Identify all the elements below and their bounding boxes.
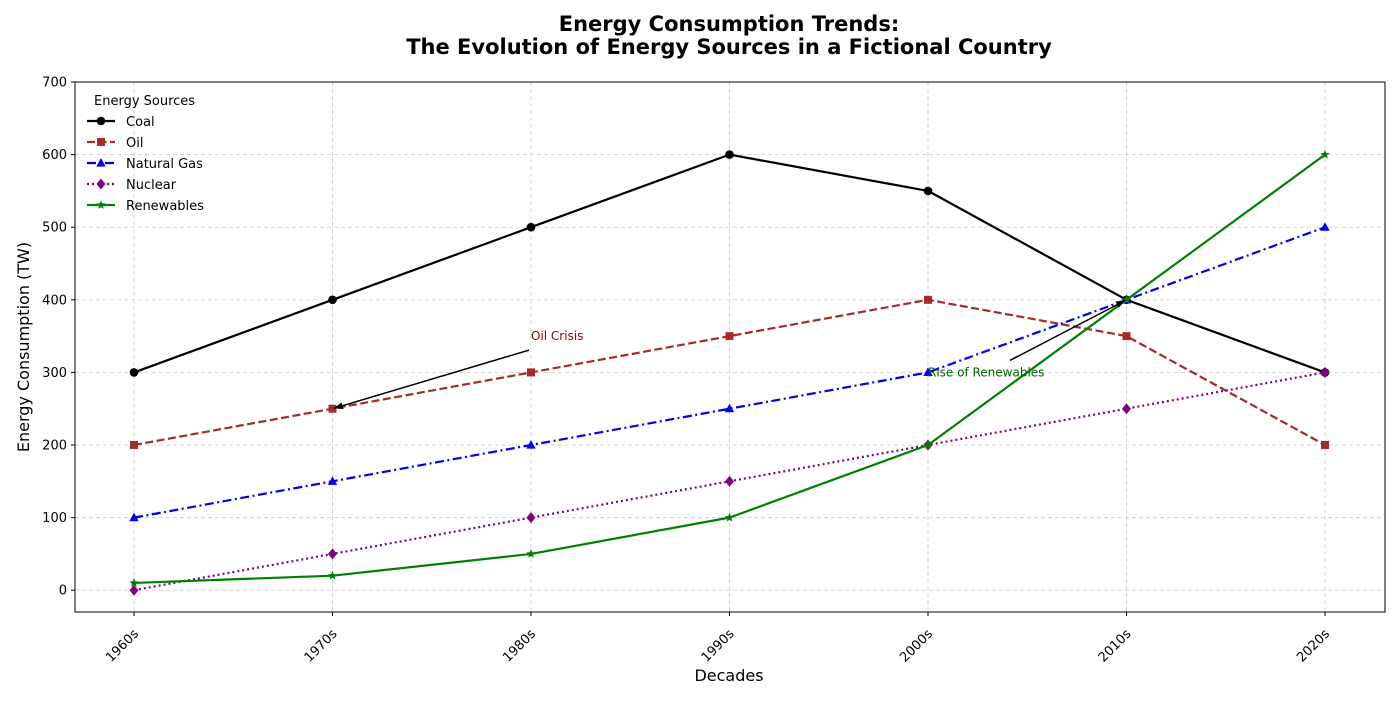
legend-marker-oil	[97, 138, 105, 146]
data-point-natural-gas	[327, 476, 338, 485]
chart-title: Energy Consumption Trends:	[559, 12, 900, 36]
data-point-renewables	[526, 549, 536, 558]
x-tick-label: 1960s	[103, 627, 142, 666]
data-point-oil	[924, 295, 932, 304]
legend-item-nuclear: Nuclear	[87, 178, 177, 193]
data-series	[129, 149, 1330, 596]
x-tick-label: 2000s	[897, 627, 936, 666]
grid-lines	[75, 81, 1385, 612]
legend-marker-renewables	[96, 200, 106, 209]
data-point-renewables	[129, 578, 139, 587]
data-point-oil	[130, 441, 138, 450]
annotation-rise-of-renewables: Rise of Renewables	[928, 365, 1044, 379]
data-point-renewables	[923, 440, 933, 449]
y-tick-label: 700	[42, 76, 67, 91]
plot-frame	[74, 81, 1386, 613]
y-tick-label: 300	[42, 366, 67, 381]
annotation-oil-crisis: Oil Crisis	[531, 329, 583, 343]
y-tick-label: 100	[42, 511, 67, 526]
data-point-coal	[526, 222, 536, 232]
x-tick-label: 2020s	[1294, 627, 1333, 666]
y-tick-label: 600	[42, 148, 67, 163]
data-point-nuclear	[129, 584, 139, 596]
data-point-nuclear	[725, 475, 734, 487]
x-tick-label: 1990s	[699, 627, 738, 666]
data-point-natural-gas	[724, 403, 735, 413]
legend-label-nuclear: Nuclear	[126, 178, 177, 193]
legend-item-renewables: Renewables	[87, 199, 204, 214]
legend-title: Energy Sources	[94, 94, 195, 109]
data-point-nuclear	[328, 548, 337, 560]
legend-item-natural-gas: Natural Gas	[87, 157, 203, 172]
annotation-arrow-line	[333, 349, 530, 410]
x-tick-label: 1970s	[302, 627, 341, 666]
legend-label-coal: Coal	[126, 115, 155, 130]
x-tick-label: 1980s	[500, 627, 539, 666]
data-point-oil	[725, 332, 734, 341]
chart-subtitle: The Evolution of Energy Sources in a Fic…	[406, 35, 1052, 59]
data-point-natural-gas	[923, 367, 933, 377]
data-point-natural-gas	[129, 512, 139, 522]
annotation-arrowhead	[333, 402, 344, 410]
legend: Energy Sources Coal Oil Natural Gas Nuclear…	[87, 94, 204, 214]
y-tick-label: 400	[42, 293, 67, 308]
data-point-oil	[527, 368, 535, 377]
y-tick-label: 0	[59, 584, 67, 599]
annotations: Oil Crisis Rise of Renewables	[333, 299, 1126, 410]
data-point-renewables	[327, 570, 338, 580]
series-oil	[130, 295, 1329, 450]
data-point-nuclear	[1122, 403, 1131, 415]
legend-item-coal: Coal	[87, 115, 155, 130]
data-point-natural-gas	[526, 440, 536, 449]
x-axis-label: Decades	[694, 666, 763, 685]
data-point-renewables	[1121, 295, 1132, 304]
legend-marker-natural-gas	[96, 158, 106, 167]
data-point-coal	[328, 295, 337, 305]
legend-label-renewables: Renewables	[126, 199, 204, 214]
data-point-coal	[725, 150, 734, 159]
data-point-oil	[1122, 332, 1131, 341]
data-point-natural-gas	[1320, 222, 1330, 231]
legend-item-oil: Oil	[87, 136, 143, 151]
data-point-renewables	[724, 512, 735, 522]
series-renewables	[129, 149, 1330, 587]
data-point-coal	[923, 186, 933, 196]
data-point-oil	[1321, 441, 1329, 450]
legend-label-oil: Oil	[126, 136, 143, 151]
x-tick-label: 2010s	[1096, 627, 1135, 666]
data-point-nuclear	[1320, 366, 1330, 378]
x-axis-ticks: 1960s 1970s 1980s 1990s 2000s 2010s 2020s	[103, 612, 1333, 665]
annotation-arrowhead	[1115, 300, 1126, 308]
y-axis-label: Energy Consumption (TW)	[14, 242, 33, 452]
annotation-arrow-line	[1009, 299, 1126, 362]
data-point-nuclear	[526, 512, 536, 524]
y-axis-ticks: 0 100 200 300 400 500 600 700	[42, 76, 75, 599]
data-point-coal	[129, 368, 139, 377]
legend-marker-nuclear	[96, 178, 106, 190]
y-tick-label: 500	[42, 221, 67, 236]
data-point-renewables	[1320, 149, 1330, 159]
legend-label-natural-gas: Natural Gas	[126, 157, 203, 172]
y-tick-label: 200	[42, 439, 67, 454]
legend-marker-coal	[96, 116, 106, 126]
data-point-oil	[328, 404, 337, 413]
